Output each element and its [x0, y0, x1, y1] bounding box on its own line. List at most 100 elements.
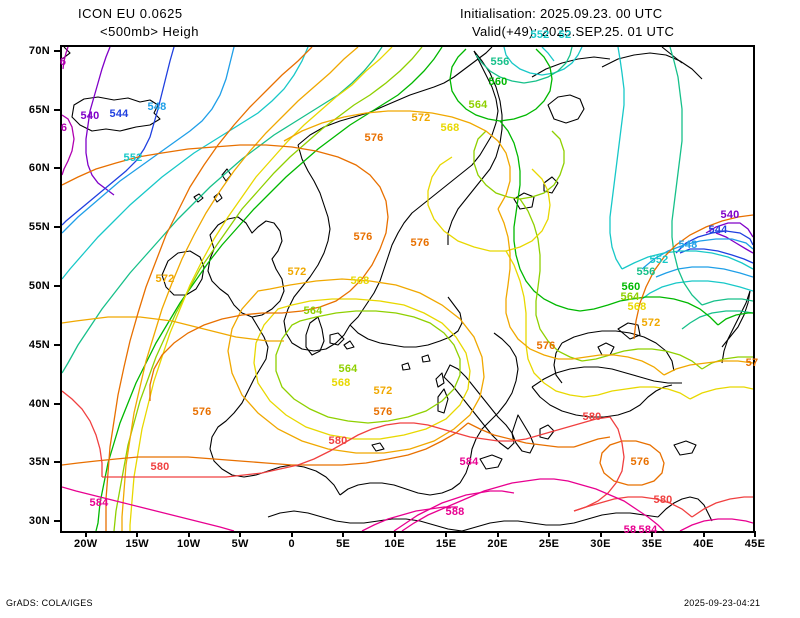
- y-tick: [54, 461, 60, 464]
- contour-canvas: [62, 47, 753, 531]
- initialisation-label: Initialisation: 2025.09.23. 00 UTC: [460, 6, 663, 21]
- x-tick-label: 10W: [176, 538, 201, 550]
- contour-label-580: 580: [150, 461, 170, 473]
- contour-label-568: 568: [440, 122, 460, 134]
- x-tick-label: 5E: [336, 538, 351, 550]
- contour-540: [85, 47, 753, 254]
- y-tick-label: 55N: [28, 221, 50, 234]
- x-tick: [496, 531, 499, 537]
- contour-label-572: 572: [641, 317, 661, 329]
- x-tick-label: 0: [288, 538, 295, 550]
- contour-label-552: 52: [558, 29, 572, 41]
- contour-label-564: 564: [468, 99, 488, 111]
- contour-label-552: 552: [530, 29, 550, 41]
- contour-label-580: 580: [582, 411, 602, 423]
- x-tick-label: 40E: [693, 538, 714, 550]
- run-header: Initialisation: 2025.09.23. 00 UTC Valid…: [460, 5, 674, 41]
- contour-label-576: 576: [364, 132, 384, 144]
- contour-label-536: 6: [59, 56, 67, 68]
- contour-label-540: 540: [720, 209, 740, 221]
- contour-536: [62, 47, 75, 176]
- contour-label-580: 580: [653, 494, 673, 506]
- x-tick-label: 20E: [487, 538, 508, 550]
- x-tick: [445, 531, 448, 537]
- contour-588: [361, 490, 515, 531]
- contour-560: [95, 47, 753, 531]
- y-tick: [54, 167, 60, 170]
- model-header: ICON EU 0.0625 <500mb> Heigh: [78, 5, 199, 41]
- x-tick-label: 15W: [125, 538, 149, 550]
- contour-label-564: 564: [338, 363, 358, 375]
- y-tick-label: 65N: [28, 103, 50, 116]
- model-level: <500mb> Heigh: [100, 24, 200, 39]
- x-tick: [290, 531, 293, 537]
- contour-label-552: 552: [123, 152, 143, 164]
- contour-544: [62, 47, 753, 264]
- contour-label-568: 568: [627, 301, 647, 313]
- contour-layer: [62, 47, 753, 531]
- y-tick: [54, 226, 60, 229]
- grads-credit: GrADS: COLA/IGES: [6, 598, 93, 608]
- y-tick: [54, 49, 60, 52]
- x-tick: [187, 531, 190, 537]
- x-tick: [393, 531, 396, 537]
- x-tick: [702, 531, 705, 537]
- contour-label-560: 560: [621, 281, 641, 293]
- contour-label-564: 564: [620, 291, 640, 303]
- x-tick-label: 10E: [384, 538, 405, 550]
- x-tick-label: 45E: [744, 538, 766, 550]
- x-tick-label: 35E: [641, 538, 663, 550]
- y-tick-label: 45N: [28, 338, 50, 351]
- contour-label-580: 580: [328, 435, 348, 447]
- y-tick-label: 40N: [28, 397, 50, 410]
- y-tick-label: 50N: [28, 280, 50, 293]
- contour-label-576: 57: [745, 357, 759, 369]
- contour-label-552: 552: [649, 254, 669, 266]
- contour-label-584: 584: [459, 456, 479, 468]
- contour-label-572: 572: [287, 266, 307, 278]
- contour-label-576: 576: [536, 340, 556, 352]
- x-tick: [754, 531, 756, 537]
- contour-label-568: 568: [331, 377, 351, 389]
- contour-label-572: 572: [373, 385, 393, 397]
- x-tick: [239, 531, 242, 537]
- x-tick: [136, 531, 139, 537]
- contour-label-588: 588: [445, 506, 465, 518]
- contour-572: [62, 47, 753, 531]
- x-tick-label: 30E: [590, 538, 611, 550]
- contour-label-572: 572: [155, 273, 175, 285]
- y-tick: [54, 402, 60, 405]
- contour-568: [129, 47, 753, 531]
- contour-label-548: 548: [147, 101, 167, 113]
- model-name: ICON EU 0.0625: [78, 6, 183, 21]
- contour-label-536: 6: [60, 122, 68, 134]
- contour-label-548: 548: [678, 239, 698, 251]
- x-tick-label: 20W: [73, 538, 98, 550]
- contour-548: [62, 47, 753, 278]
- y-tick-label: 70N: [28, 44, 50, 57]
- contour-552: [62, 47, 753, 300]
- contour-label-556: 556: [490, 56, 510, 68]
- x-tick: [548, 531, 551, 537]
- y-tick: [54, 285, 60, 288]
- x-tick: [599, 531, 602, 537]
- y-tick: [54, 520, 60, 523]
- contour-576: [62, 47, 753, 531]
- contour-label-584: 584: [638, 524, 658, 536]
- contour-label-564: 564: [303, 305, 323, 317]
- contour-label-584: 584: [89, 497, 109, 509]
- y-tick-label: 30N: [28, 515, 50, 528]
- x-tick-label: 15E: [435, 538, 457, 550]
- contour-label-572: 572: [411, 112, 431, 124]
- x-tick-label: 25E: [538, 538, 560, 550]
- coastline-layer: [62, 47, 751, 531]
- render-timestamp: 2025-09-23-04:21: [684, 598, 761, 608]
- x-tick: [84, 531, 87, 537]
- y-tick-label: 35N: [28, 456, 50, 469]
- x-tick: [342, 531, 345, 537]
- contour-label-584: 58: [623, 524, 637, 536]
- contour-label-540: 540: [80, 110, 100, 122]
- contour-label-576: 576: [353, 231, 373, 243]
- contour-plot: [60, 45, 755, 533]
- contour-label-576: 576: [630, 456, 650, 468]
